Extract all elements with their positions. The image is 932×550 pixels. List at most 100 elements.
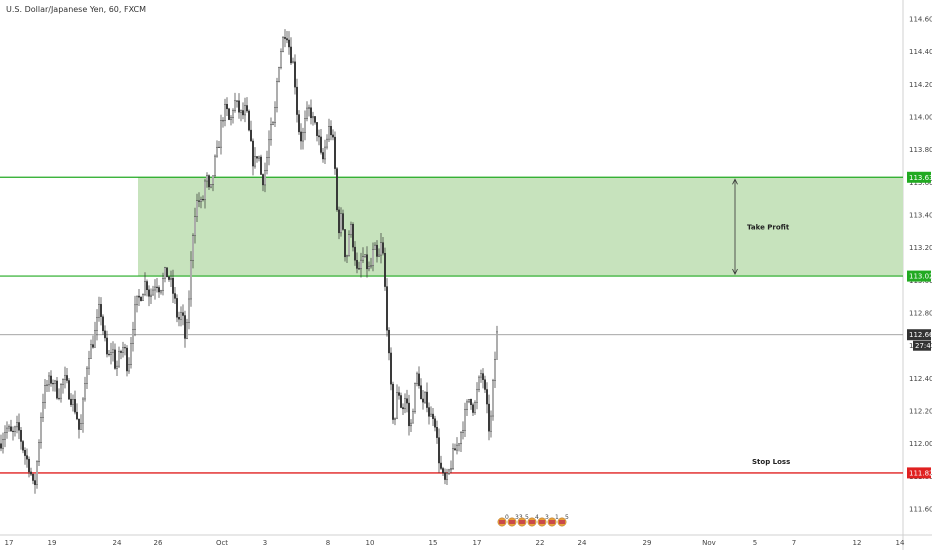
candle-body bbox=[258, 156, 261, 159]
y-tick-label: 112.000 bbox=[909, 440, 932, 448]
candle-body bbox=[109, 352, 112, 355]
candle-body bbox=[183, 315, 186, 339]
candle-body bbox=[91, 344, 94, 348]
candle-body bbox=[193, 216, 196, 236]
candle-body bbox=[306, 107, 309, 119]
candle-body bbox=[65, 375, 68, 381]
price-tag-label: 113.026 bbox=[909, 273, 932, 281]
candle-body bbox=[292, 61, 295, 64]
candle-body bbox=[137, 295, 140, 298]
candle-body bbox=[414, 383, 417, 412]
take-profit-zone[interactable] bbox=[138, 177, 903, 277]
candle-body bbox=[376, 244, 379, 257]
candle-body bbox=[249, 129, 252, 142]
candle-body bbox=[356, 260, 359, 269]
candle-body bbox=[348, 234, 351, 256]
take-profit-arrowhead-up bbox=[732, 178, 738, 185]
candle-body bbox=[253, 156, 256, 167]
candle-body bbox=[350, 224, 353, 235]
candle-body bbox=[139, 297, 142, 301]
candle-body bbox=[77, 418, 80, 430]
candle-body bbox=[181, 312, 184, 316]
candle-body bbox=[157, 287, 160, 293]
candle-body bbox=[195, 200, 198, 217]
x-tick-label: Nov bbox=[702, 539, 716, 547]
candle-body bbox=[38, 442, 41, 463]
candle-body bbox=[366, 254, 369, 270]
candle-body bbox=[432, 413, 435, 419]
candle-body bbox=[62, 379, 65, 385]
candle-body bbox=[326, 138, 329, 148]
y-tick-label: 113.200 bbox=[909, 244, 932, 252]
candle-body bbox=[133, 304, 136, 330]
candle-body bbox=[452, 448, 455, 469]
candle-body bbox=[316, 122, 319, 136]
take-profit-label: Take Profit bbox=[747, 224, 790, 232]
candle-body bbox=[147, 289, 150, 297]
take-profit-arrowhead-down bbox=[732, 268, 738, 275]
candle-body bbox=[384, 252, 387, 287]
event-flag-icon bbox=[519, 520, 525, 524]
candle-body bbox=[32, 473, 35, 481]
candle-body bbox=[402, 407, 405, 410]
candle-body bbox=[472, 404, 475, 413]
y-tick-label: 111.600 bbox=[909, 506, 932, 514]
candle-body bbox=[3, 432, 6, 440]
candle-body bbox=[286, 38, 289, 41]
candle-body bbox=[67, 380, 70, 400]
candle-body bbox=[13, 426, 16, 432]
price-tag bbox=[907, 270, 931, 282]
event-marker-count: 0 bbox=[505, 514, 509, 521]
candle-body bbox=[312, 116, 315, 119]
candle-body bbox=[36, 461, 39, 485]
event-flag-icon bbox=[559, 520, 565, 524]
candle-body bbox=[302, 132, 305, 142]
x-tick-label: 29 bbox=[643, 539, 652, 547]
candle-body bbox=[48, 375, 51, 386]
x-tick-label: 22 bbox=[536, 539, 545, 547]
candle-body bbox=[424, 391, 427, 403]
candle-body bbox=[268, 139, 271, 158]
x-tick-label: 17 bbox=[473, 539, 482, 547]
candle-body bbox=[360, 259, 363, 270]
candle-body bbox=[9, 426, 12, 432]
candle-body bbox=[276, 81, 279, 108]
event-marker-count: 3 bbox=[545, 514, 549, 521]
candle-body bbox=[34, 480, 37, 485]
candle-body bbox=[464, 409, 467, 431]
candle-body bbox=[127, 364, 130, 372]
candle-body bbox=[290, 46, 293, 64]
candle-body bbox=[482, 373, 485, 380]
candle-body bbox=[346, 255, 349, 258]
candle-body bbox=[386, 286, 389, 331]
candle-body bbox=[486, 389, 489, 405]
candle-body bbox=[60, 384, 63, 399]
candle-body bbox=[225, 103, 228, 110]
candle-body bbox=[300, 131, 303, 142]
candle-body bbox=[394, 417, 397, 420]
x-tick-label: Oct bbox=[216, 539, 228, 547]
candle-body bbox=[410, 422, 413, 427]
event-marker-count: 5 bbox=[565, 514, 569, 521]
candle-body bbox=[149, 294, 152, 297]
candle-body bbox=[380, 242, 383, 256]
candle-body bbox=[235, 100, 238, 102]
candle-body bbox=[400, 395, 403, 408]
candle-body bbox=[340, 213, 343, 234]
candle-body bbox=[20, 430, 23, 442]
candle-body bbox=[490, 415, 493, 432]
event-marker-count: 4 bbox=[535, 514, 539, 521]
x-tick-label: 26 bbox=[154, 539, 163, 547]
candle-body bbox=[262, 174, 265, 186]
candle-body bbox=[143, 281, 146, 295]
candle-body bbox=[28, 458, 31, 473]
candle-body bbox=[278, 67, 281, 82]
candle-body bbox=[264, 170, 267, 186]
candle-body bbox=[44, 385, 47, 403]
candle-body bbox=[456, 444, 459, 451]
x-tick-label: 15 bbox=[429, 539, 438, 547]
candle-body bbox=[141, 294, 144, 301]
candle-body bbox=[372, 249, 375, 266]
candle-body bbox=[442, 468, 445, 473]
